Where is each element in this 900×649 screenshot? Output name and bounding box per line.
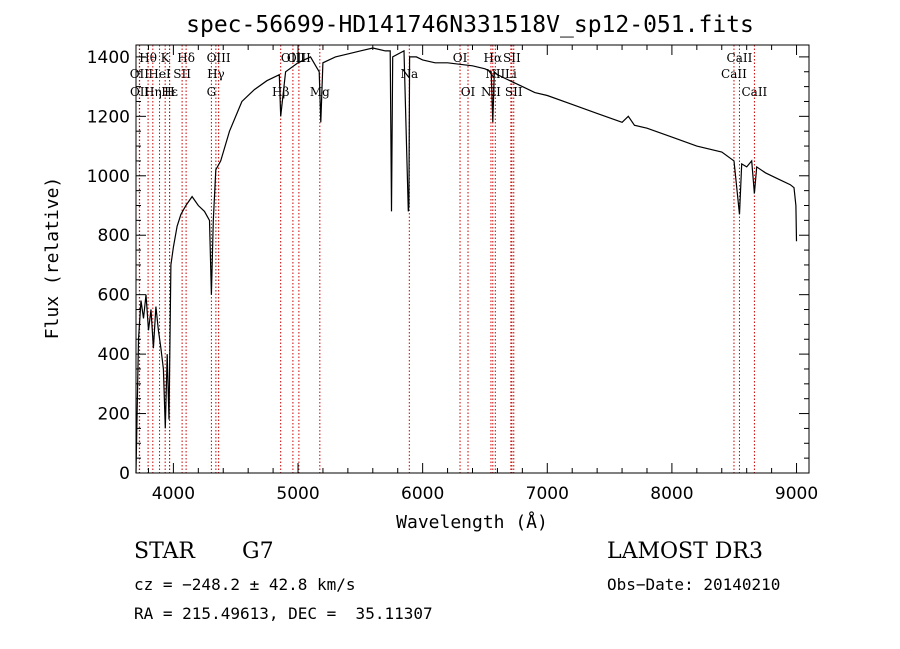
x-tick-label-6000: 6000	[401, 484, 444, 504]
line-label-28: CaII	[741, 85, 767, 99]
line-label-26: CaII	[721, 67, 747, 81]
line-label-20: NII	[481, 85, 501, 99]
line-label-13: Hβ	[272, 85, 289, 99]
x-axis-label: Wavelength (Å)	[396, 511, 548, 533]
y-tick-label-1400: 1400	[87, 48, 130, 68]
x-tick-label-7000: 7000	[526, 484, 569, 504]
x-tick-label-5000: 5000	[276, 484, 319, 504]
x-axis: 4000 5000 6000 7000 8000 9000	[147, 45, 818, 504]
line-label-21: Hα	[484, 51, 503, 65]
line-label-2: OII	[130, 85, 150, 99]
ra-dec: RA = 215.49613, DEC = 35.11307	[134, 604, 433, 623]
y-tick-label-800: 800	[98, 226, 130, 246]
obs-date: Obs−Date: 20140210	[607, 575, 781, 594]
line-label-5: Hδ	[177, 51, 195, 65]
line-label-8: SII	[173, 67, 191, 81]
chart-title: spec-56699-HD141746N331518V_sp12-051.fit…	[186, 12, 754, 38]
line-label-6: HeI	[148, 67, 171, 81]
object-subclass: G7	[242, 539, 274, 564]
y-axis-label: Flux (relative)	[42, 177, 63, 340]
line-label-0: Hθ	[139, 51, 157, 65]
y-tick-label-0: 0	[119, 464, 130, 484]
line-label-27: CaII	[727, 51, 753, 65]
line-label-15: OIII	[287, 51, 311, 65]
y-tick-label-200: 200	[98, 405, 130, 425]
survey-name: LAMOST DR3	[607, 539, 763, 564]
y-tick-label-400: 400	[98, 345, 130, 365]
object-class: STAR	[134, 539, 195, 564]
redshift-cz: cz = −248.2 ± 42.8 km/s	[134, 575, 356, 594]
line-label-11: Hγ	[207, 67, 225, 81]
line-label-4: Hε	[161, 85, 178, 99]
line-markers	[138, 45, 755, 473]
line-label-7: H	[164, 85, 174, 99]
y-tick-label-1200: 1200	[87, 107, 130, 127]
line-label-9: Hη	[144, 85, 162, 99]
line-label-10: OIII	[207, 51, 231, 65]
line-label-22: NII	[485, 67, 505, 81]
x-tick-label-8000: 8000	[650, 484, 693, 504]
line-label-19: OI	[461, 85, 476, 99]
spectrum-series	[135, 47, 798, 474]
line-label-12: G	[207, 85, 217, 99]
x-tick-label-4000: 4000	[152, 484, 195, 504]
y-tick-label-1000: 1000	[87, 167, 130, 187]
x-tick-label-9000: 9000	[775, 484, 818, 504]
y-axis: 0 200 400 600 800 1000 1200 1400	[87, 48, 809, 484]
plot-frame	[135, 44, 810, 474]
line-label-23: Li	[505, 67, 517, 81]
line-label-1: OII	[130, 67, 150, 81]
line-label-24: SII	[503, 51, 521, 65]
line-label-25: SII	[505, 85, 523, 99]
line-label-18: OI	[453, 51, 468, 65]
line-label-14: OIII	[281, 51, 305, 65]
series-line-0	[135, 47, 798, 474]
y-tick-label-600: 600	[98, 286, 130, 306]
line-label-3: K	[161, 51, 171, 65]
